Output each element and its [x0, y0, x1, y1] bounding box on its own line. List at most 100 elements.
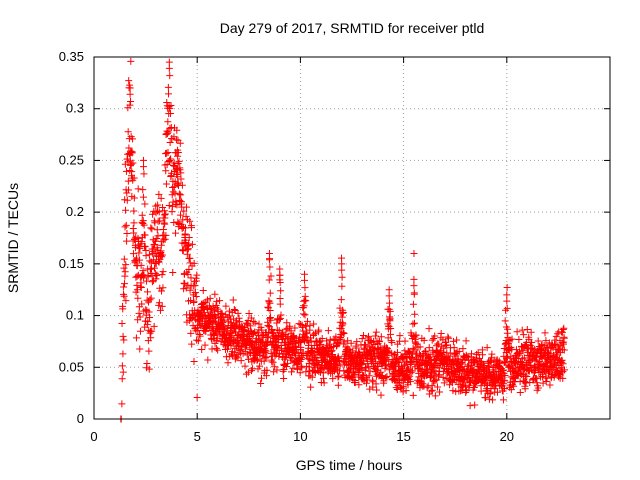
data-point [151, 219, 159, 227]
data-point [139, 217, 147, 225]
data-point [135, 243, 143, 251]
data-point [384, 347, 392, 355]
data-point [169, 188, 177, 196]
data-point [164, 118, 172, 126]
data-point [188, 340, 196, 348]
data-point [377, 391, 385, 399]
data-point [425, 344, 433, 352]
data-point [277, 287, 285, 295]
data-point [237, 357, 245, 365]
data-point [520, 331, 528, 339]
data-point [522, 372, 530, 380]
data-point [260, 357, 268, 365]
data-point [158, 302, 166, 310]
data-point [414, 376, 422, 384]
data-point [182, 212, 190, 220]
data-point [503, 304, 511, 312]
data-point [276, 278, 284, 286]
data-point [371, 355, 379, 363]
data-point [534, 337, 542, 345]
data-point [357, 365, 365, 373]
data-point [302, 330, 310, 338]
data-point [267, 272, 275, 280]
data-point [168, 169, 176, 177]
data-point [174, 160, 182, 168]
data-point [278, 346, 286, 354]
data-point [409, 391, 417, 399]
data-point [121, 268, 129, 276]
data-point [412, 331, 420, 339]
data-point [485, 395, 493, 403]
data-point [200, 309, 208, 317]
data-point [276, 314, 284, 322]
data-point [301, 311, 309, 319]
data-point [372, 380, 380, 388]
data-point [123, 196, 131, 204]
data-point [362, 341, 370, 349]
data-point [264, 322, 272, 330]
data-point [146, 265, 154, 273]
data-point [150, 264, 158, 272]
data-point [146, 296, 154, 304]
data-point [542, 377, 550, 385]
data-point [428, 386, 436, 394]
data-point [185, 240, 193, 248]
data-point [153, 207, 161, 215]
data-point [119, 368, 127, 376]
data-point [177, 169, 185, 177]
data-point [161, 210, 169, 218]
data-point [267, 316, 275, 324]
data-point [174, 152, 182, 160]
data-point [444, 333, 452, 341]
data-point [318, 335, 326, 343]
data-point [178, 224, 186, 232]
data-point [507, 381, 515, 389]
data-point [308, 373, 316, 381]
data-point [551, 336, 559, 344]
data-point [541, 329, 549, 337]
data-point [155, 190, 163, 198]
data-point [199, 287, 207, 295]
data-point [134, 234, 142, 242]
data-point [486, 390, 494, 398]
data-point [344, 344, 352, 352]
chart-title: Day 279 of 2017, SRMTID for receiver ptl… [220, 20, 485, 36]
data-point [160, 219, 168, 227]
data-point [191, 282, 199, 290]
data-point [479, 351, 487, 359]
data-point [126, 84, 134, 92]
data-point [428, 336, 436, 344]
data-point [130, 229, 138, 237]
data-point [154, 201, 162, 209]
data-point [170, 159, 178, 167]
data-point [135, 249, 143, 257]
data-point [155, 208, 163, 216]
data-point [282, 326, 290, 334]
data-point [245, 309, 253, 317]
data-point [347, 339, 355, 347]
data-point [371, 332, 379, 340]
data-point [126, 90, 134, 98]
data-point [256, 362, 264, 370]
data-point [136, 327, 144, 335]
data-point [140, 221, 148, 229]
data-point [301, 276, 309, 284]
data-point [247, 314, 255, 322]
y-tick-label: 0.05 [59, 359, 84, 374]
data-point [338, 260, 346, 268]
data-point [449, 337, 457, 345]
data-point [410, 249, 418, 257]
data-point [340, 338, 348, 346]
data-point [295, 320, 303, 328]
data-point [301, 292, 309, 300]
data-point [129, 237, 137, 245]
data-point [523, 325, 531, 333]
data-point [558, 339, 566, 347]
data-point [373, 386, 381, 394]
data-point [164, 83, 172, 91]
data-point [156, 306, 164, 314]
data-point [351, 379, 359, 387]
data-point [468, 350, 476, 358]
data-point [362, 379, 370, 387]
data-point [187, 329, 195, 337]
